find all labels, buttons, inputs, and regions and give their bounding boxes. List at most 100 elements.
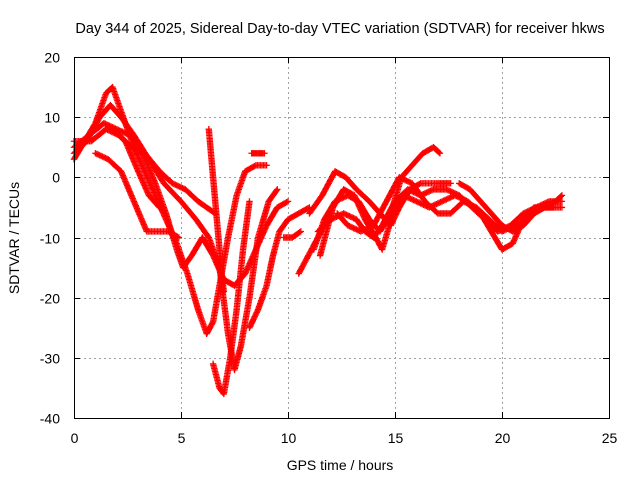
data-point [184, 270, 201, 312]
data-point [156, 168, 175, 186]
data-point [242, 162, 258, 175]
data-point [199, 234, 216, 258]
data-point [342, 174, 359, 192]
data-point [105, 156, 124, 174]
data-point [331, 168, 348, 180]
data-point [383, 175, 402, 205]
data-point [541, 198, 558, 211]
data-point [520, 211, 537, 229]
data-point [284, 198, 292, 205]
x-tick-label: 10 [281, 430, 297, 446]
data-point [323, 216, 330, 223]
x-tick-label: 5 [178, 430, 186, 446]
data-point [274, 186, 281, 193]
data-point [214, 222, 225, 276]
x-tick-label: 15 [388, 430, 404, 446]
data-point [220, 356, 234, 398]
data-point [295, 204, 312, 217]
data-point [408, 151, 426, 169]
data-point [265, 187, 280, 205]
data-point [460, 198, 479, 210]
data-point [340, 186, 357, 198]
data-point [284, 210, 301, 223]
y-tick-labels: 20 10 0 -10 -20 -30 -40 [40, 50, 60, 427]
data-point [254, 199, 272, 241]
data-point [252, 223, 270, 253]
data-point [351, 192, 368, 222]
data-point [263, 205, 280, 229]
data-point [87, 126, 109, 145]
data-point [242, 247, 259, 277]
data-point [370, 199, 389, 229]
data-point [263, 162, 270, 169]
data-point [113, 126, 132, 138]
data-point [421, 198, 440, 216]
data-point [261, 150, 268, 157]
data-point [498, 241, 515, 253]
data-point [246, 198, 253, 205]
data-point [274, 198, 290, 211]
data-point [164, 228, 181, 240]
data-point [246, 307, 261, 331]
data-point [128, 144, 147, 156]
y-tick-label: 10 [44, 110, 60, 126]
data-point [175, 234, 183, 241]
data-point [239, 199, 253, 253]
data-point [205, 126, 217, 179]
data-point [366, 198, 383, 216]
data-point [203, 319, 216, 337]
data-point [558, 204, 566, 211]
x-tick-label: 25 [602, 430, 618, 446]
data-point [488, 210, 505, 228]
data-point [438, 192, 457, 205]
data-point [295, 235, 321, 277]
data-point [530, 204, 547, 217]
x-tick-label: 20 [495, 430, 511, 446]
data-point [447, 180, 454, 187]
data-point [378, 211, 396, 253]
y-tick-label: -20 [40, 291, 60, 307]
data-point [233, 247, 247, 313]
y-tick-label: -30 [40, 351, 60, 367]
data-point [220, 288, 227, 295]
data-point [314, 217, 330, 241]
data-point [177, 198, 199, 222]
data-point [141, 150, 162, 174]
data-point [357, 222, 376, 235]
data-marks [70, 83, 566, 398]
data-point [297, 228, 305, 235]
data-point [269, 229, 283, 259]
data-point [306, 193, 325, 217]
data-point [209, 174, 221, 228]
data-point [447, 199, 466, 217]
data-point [378, 199, 398, 229]
data-point [319, 169, 338, 199]
data-point [276, 217, 291, 235]
data-point [156, 204, 163, 211]
data-point [192, 216, 212, 240]
data-point [558, 192, 566, 199]
data-point [107, 101, 124, 120]
data-point [400, 192, 419, 204]
y-axis-title: SDTVAR / TECUs [6, 182, 22, 294]
data-point [436, 150, 444, 157]
y-tick-label: -10 [40, 231, 60, 247]
data-point [135, 168, 152, 198]
x-tick-label: 0 [71, 430, 79, 446]
x-axis-title: GPS time / hours [287, 457, 394, 473]
data-point [485, 216, 505, 234]
data-point [353, 186, 372, 204]
data-point [473, 204, 492, 222]
data-point [329, 187, 347, 211]
data-point [233, 169, 248, 199]
data-point [152, 180, 169, 216]
data-point [263, 253, 276, 289]
data-point [466, 186, 483, 204]
data-point [316, 205, 336, 259]
data-point [254, 283, 270, 313]
data-point [182, 186, 201, 204]
data-point [488, 228, 505, 252]
y-tick-label: -40 [40, 411, 60, 427]
data-point [122, 138, 141, 174]
